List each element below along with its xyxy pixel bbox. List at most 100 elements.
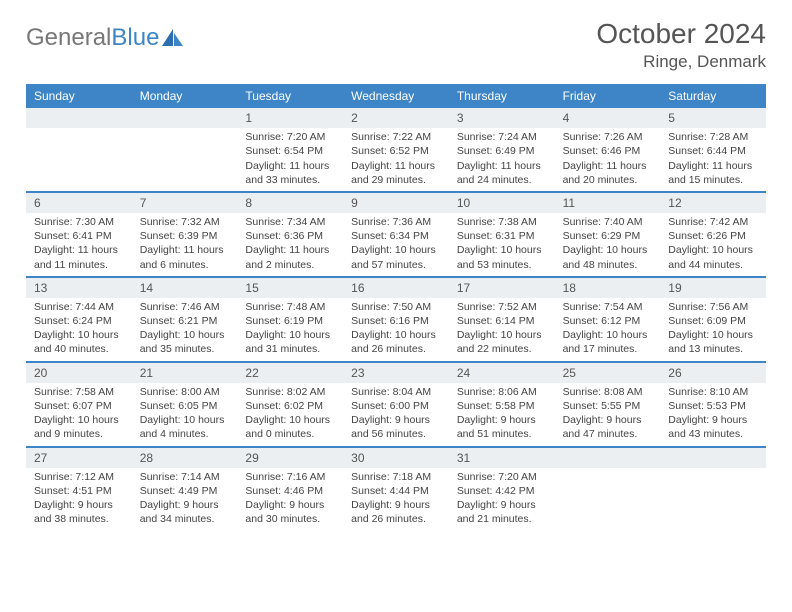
day-details: Sunrise: 8:00 AMSunset: 6:05 PMDaylight:… (132, 383, 238, 446)
sunset-text: Sunset: 6:05 PM (140, 399, 230, 413)
day-cell: 9Sunrise: 7:36 AMSunset: 6:34 PMDaylight… (343, 193, 449, 276)
sunset-text: Sunset: 6:26 PM (668, 229, 758, 243)
day-number (555, 448, 661, 468)
day-details: Sunrise: 7:48 AMSunset: 6:19 PMDaylight:… (237, 298, 343, 361)
sunset-text: Sunset: 6:46 PM (563, 144, 653, 158)
day-number: 18 (555, 278, 661, 298)
daylight-text: Daylight: 11 hours and 24 minutes. (457, 159, 547, 187)
day-cell: 27Sunrise: 7:12 AMSunset: 4:51 PMDayligh… (26, 448, 132, 531)
day-number: 31 (449, 448, 555, 468)
day-cell: 21Sunrise: 8:00 AMSunset: 6:05 PMDayligh… (132, 363, 238, 446)
sunset-text: Sunset: 4:44 PM (351, 484, 441, 498)
daylight-text: Daylight: 10 hours and 4 minutes. (140, 413, 230, 441)
sunrise-text: Sunrise: 7:30 AM (34, 215, 124, 229)
sunrise-text: Sunrise: 7:14 AM (140, 470, 230, 484)
daylight-text: Daylight: 9 hours and 26 minutes. (351, 498, 441, 526)
day-details: Sunrise: 7:40 AMSunset: 6:29 PMDaylight:… (555, 213, 661, 276)
day-number: 28 (132, 448, 238, 468)
day-number: 1 (237, 108, 343, 128)
daylight-text: Daylight: 10 hours and 17 minutes. (563, 328, 653, 356)
sunset-text: Sunset: 6:00 PM (351, 399, 441, 413)
sunset-text: Sunset: 6:34 PM (351, 229, 441, 243)
day-cell: 14Sunrise: 7:46 AMSunset: 6:21 PMDayligh… (132, 278, 238, 361)
day-cell: 8Sunrise: 7:34 AMSunset: 6:36 PMDaylight… (237, 193, 343, 276)
title-block: October 2024 Ringe, Denmark (596, 18, 766, 72)
sunrise-text: Sunrise: 7:36 AM (351, 215, 441, 229)
day-number: 2 (343, 108, 449, 128)
day-number: 30 (343, 448, 449, 468)
day-details: Sunrise: 7:52 AMSunset: 6:14 PMDaylight:… (449, 298, 555, 361)
sunset-text: Sunset: 6:14 PM (457, 314, 547, 328)
daylight-text: Daylight: 11 hours and 20 minutes. (563, 159, 653, 187)
day-cell: 17Sunrise: 7:52 AMSunset: 6:14 PMDayligh… (449, 278, 555, 361)
day-number: 6 (26, 193, 132, 213)
sunset-text: Sunset: 6:19 PM (245, 314, 335, 328)
daylight-text: Daylight: 10 hours and 53 minutes. (457, 243, 547, 271)
day-number: 19 (660, 278, 766, 298)
daylight-text: Daylight: 11 hours and 6 minutes. (140, 243, 230, 271)
day-cell: 6Sunrise: 7:30 AMSunset: 6:41 PMDaylight… (26, 193, 132, 276)
day-details: Sunrise: 8:06 AMSunset: 5:58 PMDaylight:… (449, 383, 555, 446)
daylight-text: Daylight: 10 hours and 9 minutes. (34, 413, 124, 441)
sunrise-text: Sunrise: 7:12 AM (34, 470, 124, 484)
day-cell: 26Sunrise: 8:10 AMSunset: 5:53 PMDayligh… (660, 363, 766, 446)
daylight-text: Daylight: 10 hours and 26 minutes. (351, 328, 441, 356)
sunrise-text: Sunrise: 7:20 AM (457, 470, 547, 484)
sunrise-text: Sunrise: 7:28 AM (668, 130, 758, 144)
week-row: 1Sunrise: 7:20 AMSunset: 6:54 PMDaylight… (26, 108, 766, 193)
day-number: 15 (237, 278, 343, 298)
sunset-text: Sunset: 6:54 PM (245, 144, 335, 158)
sunset-text: Sunset: 6:12 PM (563, 314, 653, 328)
day-cell: 25Sunrise: 8:08 AMSunset: 5:55 PMDayligh… (555, 363, 661, 446)
sunset-text: Sunset: 6:49 PM (457, 144, 547, 158)
daylight-text: Daylight: 11 hours and 15 minutes. (668, 159, 758, 187)
weekday-header: Friday (555, 84, 661, 108)
empty-cell (555, 448, 661, 531)
day-details: Sunrise: 7:54 AMSunset: 6:12 PMDaylight:… (555, 298, 661, 361)
day-number: 20 (26, 363, 132, 383)
day-cell: 4Sunrise: 7:26 AMSunset: 6:46 PMDaylight… (555, 108, 661, 191)
sunset-text: Sunset: 6:24 PM (34, 314, 124, 328)
day-cell: 23Sunrise: 8:04 AMSunset: 6:00 PMDayligh… (343, 363, 449, 446)
day-number: 3 (449, 108, 555, 128)
daylight-text: Daylight: 9 hours and 56 minutes. (351, 413, 441, 441)
sail-icon (162, 29, 184, 47)
day-details: Sunrise: 7:24 AMSunset: 6:49 PMDaylight:… (449, 128, 555, 191)
sunrise-text: Sunrise: 8:02 AM (245, 385, 335, 399)
day-cell: 2Sunrise: 7:22 AMSunset: 6:52 PMDaylight… (343, 108, 449, 191)
day-details: Sunrise: 7:38 AMSunset: 6:31 PMDaylight:… (449, 213, 555, 276)
sunrise-text: Sunrise: 8:08 AM (563, 385, 653, 399)
day-number (26, 108, 132, 128)
sunrise-text: Sunrise: 7:46 AM (140, 300, 230, 314)
day-cell: 20Sunrise: 7:58 AMSunset: 6:07 PMDayligh… (26, 363, 132, 446)
sunrise-text: Sunrise: 7:34 AM (245, 215, 335, 229)
day-details: Sunrise: 7:50 AMSunset: 6:16 PMDaylight:… (343, 298, 449, 361)
day-details: Sunrise: 7:20 AMSunset: 4:42 PMDaylight:… (449, 468, 555, 531)
day-cell: 12Sunrise: 7:42 AMSunset: 6:26 PMDayligh… (660, 193, 766, 276)
day-number: 27 (26, 448, 132, 468)
empty-cell (26, 108, 132, 191)
daylight-text: Daylight: 10 hours and 13 minutes. (668, 328, 758, 356)
sunset-text: Sunset: 4:46 PM (245, 484, 335, 498)
sunrise-text: Sunrise: 8:10 AM (668, 385, 758, 399)
day-details: Sunrise: 8:04 AMSunset: 6:00 PMDaylight:… (343, 383, 449, 446)
day-details: Sunrise: 7:44 AMSunset: 6:24 PMDaylight:… (26, 298, 132, 361)
sunset-text: Sunset: 5:58 PM (457, 399, 547, 413)
day-cell: 22Sunrise: 8:02 AMSunset: 6:02 PMDayligh… (237, 363, 343, 446)
sunrise-text: Sunrise: 7:52 AM (457, 300, 547, 314)
daylight-text: Daylight: 10 hours and 44 minutes. (668, 243, 758, 271)
day-details: Sunrise: 8:08 AMSunset: 5:55 PMDaylight:… (555, 383, 661, 446)
sunset-text: Sunset: 4:51 PM (34, 484, 124, 498)
daylight-text: Daylight: 9 hours and 43 minutes. (668, 413, 758, 441)
day-number: 11 (555, 193, 661, 213)
day-details: Sunrise: 7:34 AMSunset: 6:36 PMDaylight:… (237, 213, 343, 276)
calendar-page: GeneralBlue October 2024 Ringe, Denmark … (0, 0, 792, 530)
day-cell: 24Sunrise: 8:06 AMSunset: 5:58 PMDayligh… (449, 363, 555, 446)
daylight-text: Daylight: 10 hours and 40 minutes. (34, 328, 124, 356)
sunset-text: Sunset: 6:41 PM (34, 229, 124, 243)
day-number: 5 (660, 108, 766, 128)
day-details: Sunrise: 7:32 AMSunset: 6:39 PMDaylight:… (132, 213, 238, 276)
day-cell: 16Sunrise: 7:50 AMSunset: 6:16 PMDayligh… (343, 278, 449, 361)
day-details: Sunrise: 7:18 AMSunset: 4:44 PMDaylight:… (343, 468, 449, 531)
daylight-text: Daylight: 10 hours and 22 minutes. (457, 328, 547, 356)
